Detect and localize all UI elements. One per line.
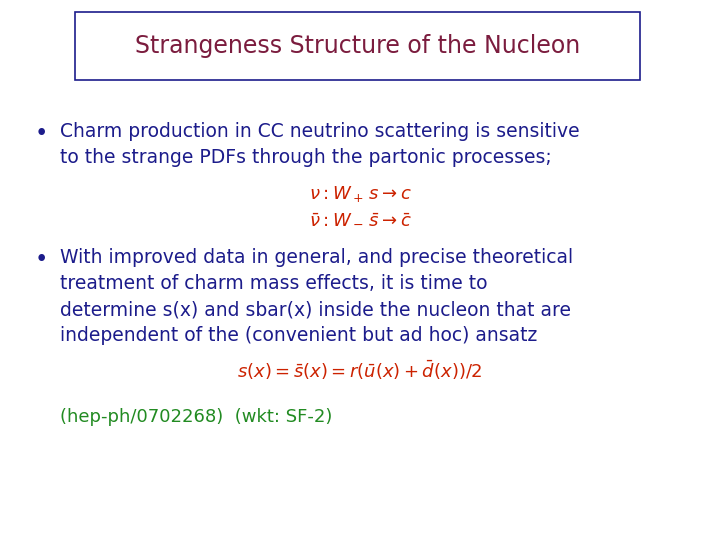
Text: (hep-ph/0702268)  (wkt: SF-2): (hep-ph/0702268) (wkt: SF-2) <box>60 408 333 426</box>
Text: determine s(x) and sbar(x) inside the nucleon that are: determine s(x) and sbar(x) inside the nu… <box>60 300 571 319</box>
Text: independent of the (convenient but ad hoc) ansatz: independent of the (convenient but ad ho… <box>60 326 537 345</box>
Text: treatment of charm mass effects, it is time to: treatment of charm mass effects, it is t… <box>60 274 487 293</box>
Text: Charm production in CC neutrino scattering is sensitive: Charm production in CC neutrino scatteri… <box>60 122 580 141</box>
Text: With improved data in general, and precise theoretical: With improved data in general, and preci… <box>60 248 573 267</box>
Text: •: • <box>35 122 48 145</box>
Text: $\bar{\nu} : W_- \, \bar{s} \rightarrow \bar{c}$: $\bar{\nu} : W_- \, \bar{s} \rightarrow … <box>309 210 411 228</box>
Text: Strangeness Structure of the Nucleon: Strangeness Structure of the Nucleon <box>135 34 580 58</box>
Text: $s(x) = \bar{s}(x) = r(\bar{u}(x) + \bar{d}(x))/2$: $s(x) = \bar{s}(x) = r(\bar{u}(x) + \bar… <box>238 358 482 382</box>
Text: $\nu : W_+ \, s \rightarrow c$: $\nu : W_+ \, s \rightarrow c$ <box>309 184 411 204</box>
Text: to the strange PDFs through the partonic processes;: to the strange PDFs through the partonic… <box>60 148 552 167</box>
Text: •: • <box>35 248 48 271</box>
Bar <box>75 12 640 80</box>
